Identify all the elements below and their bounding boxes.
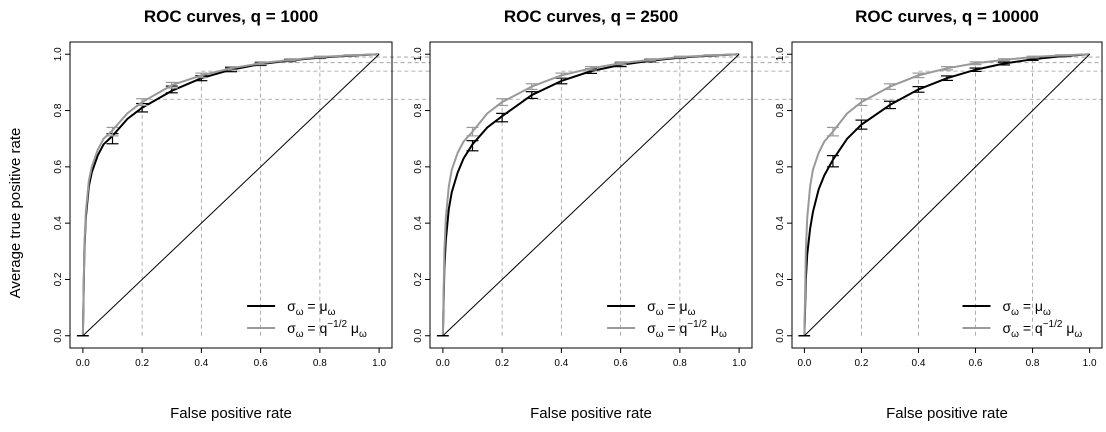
panel-title: ROC curves, q = 1000: [144, 7, 318, 26]
y-tick-label: 0.2: [53, 272, 64, 286]
y-axis-label: Average true positive rate: [7, 128, 24, 299]
x-axis-label: False positive rate: [170, 405, 292, 422]
y-tick-label: 0.2: [413, 272, 424, 286]
x-tick-label: 0.4: [554, 358, 568, 369]
x-tick-label: 0.2: [135, 358, 149, 369]
x-tick-label: 1.0: [732, 358, 746, 369]
panels: ROC curves, q = 1000 False positive rate 0…: [53, 7, 1102, 422]
legend-label: σω = q−1/2 μω: [1003, 319, 1083, 340]
y-tick-label: 0.6: [53, 159, 64, 173]
x-tick-label: 1.0: [372, 358, 386, 369]
error-bar: [827, 156, 839, 167]
x-tick-label: 0.0: [436, 358, 450, 369]
x-tick-label: 0.4: [194, 358, 208, 369]
x-tick-label: 0.2: [854, 358, 868, 369]
y-tick-label: 0.6: [413, 159, 424, 173]
roc-panel-1: ROC curves, q = 1000 False positive rate 0…: [53, 7, 430, 422]
error-bar: [827, 127, 839, 135]
x-tick-label: 0.4: [912, 358, 926, 369]
y-tick-label: 0.4: [53, 216, 64, 230]
y-tick-label: 0.2: [775, 272, 786, 286]
y-tick-label: 1.0: [775, 47, 786, 61]
y-tick-label: 0.4: [775, 216, 786, 230]
x-tick-label: 0.6: [969, 358, 983, 369]
x-tick-label: 1.0: [1083, 358, 1097, 369]
y-tick-label: 0.0: [775, 328, 786, 342]
y-tick-label: 1.0: [53, 47, 64, 61]
x-tick-label: 0.2: [495, 358, 509, 369]
diagonal-reference-line: [804, 54, 1089, 336]
y-tick-label: 0.0: [413, 328, 424, 342]
panel-title: ROC curves, q = 10000: [855, 7, 1039, 26]
legend-label: σω = q−1/2 μω: [647, 319, 727, 340]
error-bar: [703, 55, 715, 56]
error-bar: [1055, 55, 1067, 56]
x-tick-label: 0.6: [614, 358, 628, 369]
legend-label: σω = μω: [1003, 298, 1051, 318]
x-tick-label: 0.0: [76, 358, 90, 369]
x-tick-label: 0.8: [1026, 358, 1040, 369]
legend-label: σω = μω: [287, 298, 335, 318]
roc-panel-3: ROC curves, q = 10000 False positive rate…: [775, 7, 1102, 422]
y-tick-label: 1.0: [413, 47, 424, 61]
y-tick-label: 0.0: [53, 328, 64, 342]
x-tick-label: 0.8: [313, 358, 327, 369]
diagonal-reference-line: [443, 54, 739, 336]
y-tick-label: 0.8: [775, 103, 786, 117]
x-axis-label: False positive rate: [886, 405, 1008, 422]
y-tick-label: 0.6: [775, 159, 786, 173]
y-tick-label: 0.8: [413, 103, 424, 117]
y-tick-label: 0.8: [53, 103, 64, 117]
y-tick-label: 0.4: [413, 216, 424, 230]
x-tick-label: 0.8: [673, 358, 687, 369]
error-bar: [343, 55, 355, 56]
roc-panel-2: ROC curves, q = 2500 False positive rate 0…: [413, 7, 792, 422]
legend-label: σω = μω: [647, 298, 695, 318]
panel-title: ROC curves, q = 2500: [504, 7, 678, 26]
error-bar: [467, 127, 479, 135]
x-tick-label: 0.0: [797, 358, 811, 369]
diagonal-reference-line: [83, 54, 379, 336]
legend-label: σω = q−1/2 μω: [287, 319, 367, 340]
x-axis-label: False positive rate: [530, 405, 652, 422]
x-tick-label: 0.6: [254, 358, 268, 369]
